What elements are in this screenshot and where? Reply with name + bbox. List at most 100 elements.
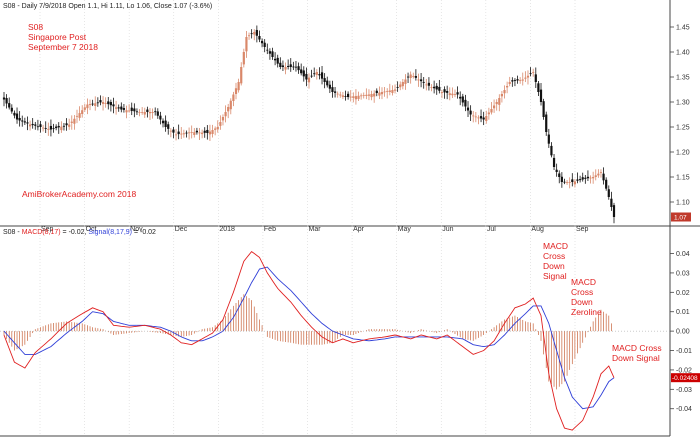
candle [75,109,79,124]
candle-body [39,124,42,127]
candle-body [597,173,600,176]
candle [367,89,371,101]
candle [70,115,73,130]
candle-body [18,117,21,121]
candle-body [68,124,71,127]
candle [370,90,373,101]
price-tick-label: 1.15 [676,175,690,182]
candle [472,111,475,123]
candle-body [125,110,128,113]
candle [336,91,339,98]
candle [339,91,342,98]
candle-body [326,80,329,86]
candle-body [26,122,29,124]
candle-body [91,103,94,105]
last-price-label: 1.07 [674,214,687,221]
candle-body [573,181,576,185]
candle [479,109,483,123]
candle-body [104,103,107,104]
candle-body [579,179,582,181]
candle-body [586,176,590,179]
candle [341,92,344,100]
price-y-axis: 1.10 1.15 1.20 1.25 1.30 1.35 1.40 1.45 [670,25,690,207]
price-panel [0,0,670,226]
candle-body [96,102,99,104]
candle [107,97,110,110]
candle-body [370,94,373,98]
candle [154,107,157,116]
candle [143,107,146,118]
candle-body [425,84,428,86]
candle [396,81,399,92]
candle [537,80,540,97]
candle-body [198,132,201,134]
candle-body [193,132,196,135]
candle [151,108,154,119]
candle [101,96,105,111]
price-tick-label: 1.40 [676,50,690,57]
candle [247,32,251,40]
candle-body [503,90,506,94]
candle [320,65,324,85]
candle-body [547,134,550,144]
candle [498,94,501,112]
candle-body [253,32,256,35]
candle [135,108,139,116]
candle [268,48,271,60]
x-tick-label: Apr [353,226,365,233]
candle [464,94,467,112]
macd-tick-label: 0.04 [676,251,690,258]
candle [237,78,240,93]
candle [568,177,571,189]
candle-body [490,109,493,113]
candle [605,177,608,191]
candle-body [174,134,178,136]
candle-body [519,80,522,81]
candle-body [511,80,514,82]
candle [560,172,563,188]
candle-body [558,173,561,177]
candle [404,74,407,90]
candle-body [537,83,540,92]
candle-body [599,172,603,173]
macd-tick-label: -0.02 [676,367,692,374]
candle-body [516,79,519,81]
candle [161,118,165,128]
candle [167,121,170,135]
price-tick-label: 1.10 [676,200,690,207]
candle [211,124,214,138]
candle-body [94,103,97,106]
candle [18,111,21,127]
candle [193,128,196,138]
candle-body [101,102,105,104]
candle [146,106,149,118]
note3-line2: Down Signal [612,353,660,363]
candle [485,110,488,124]
candle [287,59,290,70]
candle-body [190,132,193,133]
candle-body [247,35,251,37]
candle [55,124,58,131]
candle-body [279,62,282,67]
candle-body [117,107,120,109]
candle-body [52,128,55,130]
candle-body [594,175,597,177]
candle [466,101,470,117]
candle-body [276,57,279,64]
candle [373,90,376,103]
candle-body [542,101,545,117]
macd-cross-down-zeroline-note: MACD Cross Down Zeroline [571,277,602,317]
candle-body [172,129,175,133]
candle [318,67,321,80]
candle [255,25,258,43]
price-tick-label: 1.45 [676,25,690,32]
candle-body [234,88,238,95]
candle-body [584,177,587,179]
candle-body [221,117,225,121]
candle-body [341,95,344,97]
macd-tick-label: -0.04 [676,406,692,413]
candle-body [250,33,253,35]
candle [114,100,118,115]
x-tick-label: Mar [309,226,322,233]
